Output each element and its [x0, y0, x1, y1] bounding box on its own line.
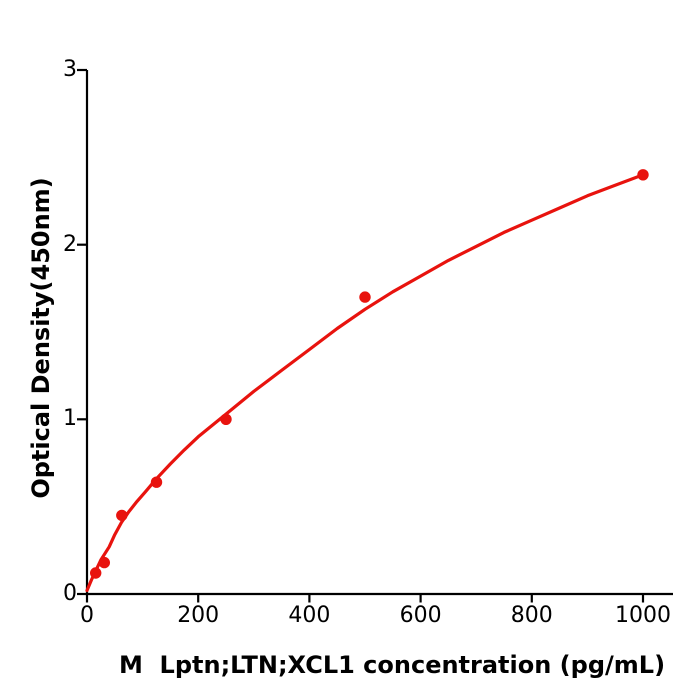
- x-axis-title: M Lptn;LTN;XCL1 concentration (pg/mL): [118, 651, 666, 679]
- y-tick-label: 2: [63, 231, 77, 257]
- y-tick-label: 0: [63, 581, 77, 606]
- data-point: [359, 291, 371, 303]
- x-tick-label: 200: [177, 603, 220, 628]
- x-tick-label: 800: [510, 603, 553, 628]
- x-tick-label: 400: [288, 603, 331, 628]
- data-point: [150, 476, 163, 488]
- y-tick-label: 1: [63, 406, 77, 432]
- x-tick-label: 1000: [615, 603, 671, 628]
- y-axis-title: Optical Density(450nm): [27, 177, 55, 499]
- fit-curve: [85, 173, 645, 593]
- x-tick-label: 0: [80, 603, 94, 628]
- y-tick-label: 3: [63, 57, 77, 82]
- x-tick-label: 600: [399, 603, 442, 628]
